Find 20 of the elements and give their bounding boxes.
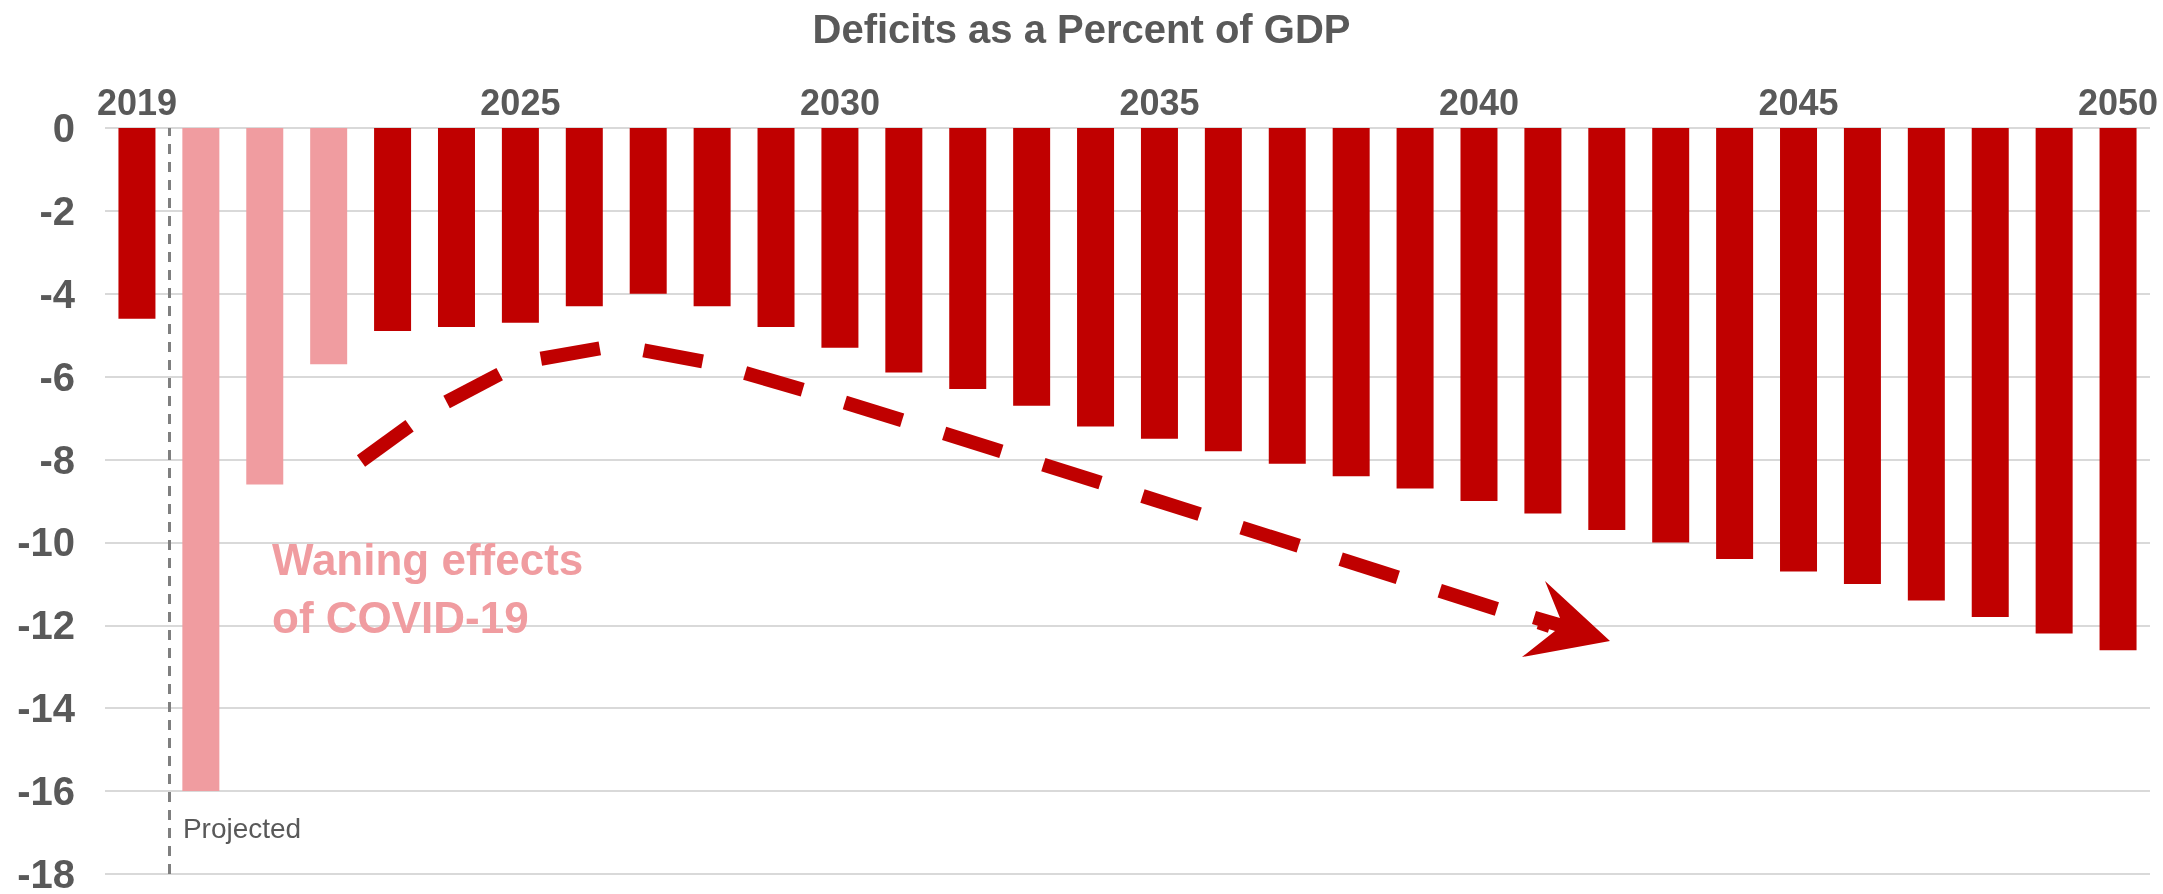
y-tick-label: -6 — [39, 354, 75, 399]
x-tick-label: 2030 — [799, 81, 880, 123]
y-tick-label: -16 — [17, 769, 75, 814]
chart-title: Deficits as a Percent of GDP — [812, 7, 1351, 51]
x-tick-label: 2035 — [1119, 81, 1200, 123]
x-tick-label: 2025 — [480, 81, 561, 123]
y-tick-label: -8 — [39, 437, 75, 482]
y-tick-label: -2 — [39, 188, 75, 233]
y-tick-label: -18 — [17, 852, 75, 894]
annotation: Waning effects of COVID-19 — [272, 534, 584, 642]
y-tick-label: -12 — [17, 603, 75, 648]
x-tick-label: 2050 — [2078, 81, 2159, 123]
ref-line-label: Projected — [182, 812, 302, 844]
x-tick-label: 2045 — [1758, 81, 1839, 123]
x-tick-label: 2040 — [1438, 81, 1520, 123]
x-tick-label: 2019 — [96, 81, 177, 123]
y-tick-label: -4 — [39, 271, 76, 316]
y-tick-label: 0 — [52, 106, 75, 150]
y-tick-label: -10 — [17, 520, 75, 565]
y-tick-label: -14 — [17, 686, 76, 731]
